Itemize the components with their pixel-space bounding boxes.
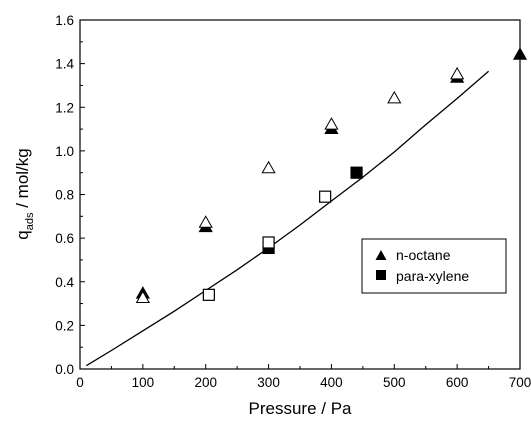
fit-line [85, 70, 490, 367]
plot-frame [79, 19, 521, 370]
triangle-open-point [198, 215, 213, 228]
x-tick-label: 600 [446, 375, 469, 390]
y-axis-title: qads / mol/kg [13, 148, 36, 239]
legend: n-octane para-xylene [361, 238, 507, 294]
x-axis-ticks: 0 100 200 300 400 500 600 700 [76, 364, 531, 390]
triangle-open-point [387, 90, 402, 104]
legend-box [361, 238, 507, 294]
y-tick-label: 0.4 [55, 275, 74, 290]
x-tick-label: 300 [257, 375, 280, 390]
y-tick-label: 0.2 [55, 318, 74, 333]
triangle-open-point [261, 160, 276, 174]
x-tick-label: 700 [509, 375, 531, 390]
square-open-point [319, 190, 332, 203]
fit-line-group [85, 70, 490, 367]
x-tick-label: 500 [383, 375, 406, 390]
triangle-open-point [450, 66, 465, 80]
y-tick-label: 1.6 [55, 13, 74, 28]
square-open-point [202, 288, 215, 301]
y-axis-title-prefix: q [13, 230, 32, 239]
legend-xylene-label: para-xylene [396, 268, 469, 284]
x-tick-label: 0 [76, 375, 84, 390]
y-tick-label: 0.8 [55, 188, 74, 203]
data-markers [135, 47, 528, 304]
y-tick-label: 0.6 [55, 231, 74, 246]
y-axis-title-suffix: / mol/kg [13, 148, 32, 212]
y-tick-label: 1.4 [55, 57, 74, 72]
x-tick-label: 100 [132, 375, 155, 390]
legend-octane-label: n-octane [396, 247, 451, 263]
legend-xylene-marker [376, 270, 386, 280]
triangle-open-point [324, 117, 339, 130]
triangle-filled-point [512, 47, 528, 60]
x-tick-label: 200 [194, 375, 217, 390]
y-axis-title-subscript: ads [24, 212, 36, 230]
legend-octane-marker [375, 250, 387, 260]
y-tick-label: 1.0 [55, 144, 74, 159]
square-open-point [262, 236, 275, 249]
x-tick-label: 400 [320, 375, 343, 390]
square-filled-point [350, 166, 363, 179]
y-tick-label: 1.2 [55, 100, 74, 115]
y-tick-label: 0.0 [55, 362, 74, 377]
y-axis-ticks: 0.0 0.2 0.4 0.6 0.8 1.0 1.2 1.4 1.6 [55, 13, 85, 377]
x-axis-title: Pressure / Pa [249, 399, 353, 418]
triangle-open-point [135, 290, 150, 304]
